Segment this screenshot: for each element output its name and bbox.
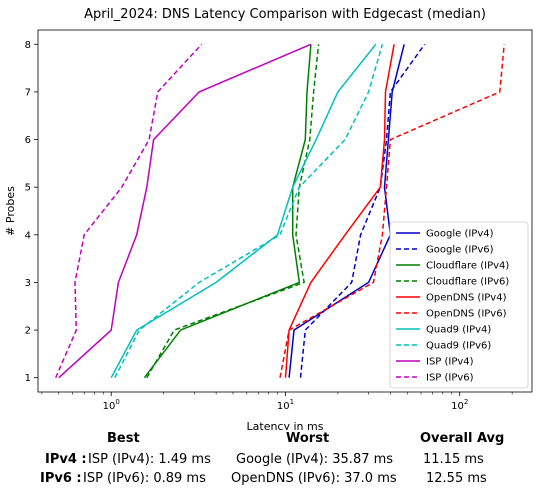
x-tick-label: 102 [451, 398, 468, 412]
x-tick-label: 100 [103, 398, 120, 412]
legend-label: Google (IPv4) [426, 229, 494, 240]
ipv4-row-label: IPv4 : [45, 452, 87, 467]
series-line-quad9-ipv4 [110, 43, 377, 379]
chart-title: April_2024: DNS Latency Comparison with … [84, 7, 486, 22]
ipv6-avg: 12.55 ms [426, 471, 487, 486]
series-line-cloudflare-ipv6 [146, 44, 320, 379]
series-line-quad9-ipv6 [114, 44, 384, 379]
legend-label: OpenDNS (IPv4) [426, 293, 507, 304]
worst-header: Worst [286, 431, 330, 446]
legend-label: OpenDNS (IPv6) [426, 309, 507, 320]
y-tick-label: 8 [25, 40, 31, 51]
series-line-isp-ipv6 [55, 43, 203, 378]
series-line-opendns-ipv6 [279, 44, 505, 378]
y-tick-label: 5 [25, 183, 31, 194]
x-tick-label: 101 [277, 398, 294, 412]
series-line-google-ipv4 [288, 44, 405, 378]
ipv4-worst: Google (IPv4): 35.87 ms [236, 452, 394, 467]
legend-label: Quad9 (IPv6) [426, 341, 491, 352]
legend: Google (IPv4) Google (IPv6) Cloudflare (IP… [389, 221, 529, 389]
y-tick-label: 3 [25, 278, 31, 289]
ipv4-avg: 11.15 ms [423, 452, 484, 467]
plot-frame [37, 29, 533, 393]
series-line-cloudflare-ipv4 [143, 44, 312, 379]
legend-box [389, 221, 529, 389]
legend-label: ISP (IPv4) [426, 357, 474, 368]
legend-label: ISP (IPv6) [426, 373, 474, 384]
series-line-opendns-ipv4 [284, 44, 395, 378]
legend-label: Cloudflare (IPv6) [426, 277, 509, 288]
ipv4-best: ISP (IPv4): 1.49 ms [88, 452, 211, 467]
y-tick-label: 2 [25, 326, 31, 337]
legend-label: Cloudflare (IPv4) [426, 261, 509, 272]
series-line-google-ipv6 [299, 43, 426, 378]
ipv6-row-label: IPv6 : [40, 471, 82, 486]
y-tick-label: 7 [25, 87, 31, 98]
x-axis-label: Latency in ms [247, 420, 324, 430]
legend-label: Google (IPv6) [426, 245, 494, 256]
ipv6-best: ISP (IPv6): 0.89 ms [83, 471, 206, 486]
ipv6-worst: OpenDNS (IPv6): 37.0 ms [231, 471, 397, 486]
series-layer [55, 43, 505, 379]
y-axis-label: # Probes [4, 186, 17, 236]
legend-label: Quad9 (IPv4) [426, 325, 491, 336]
series-line-isp-ipv4 [58, 43, 312, 379]
y-tick-label: 4 [25, 230, 31, 241]
best-header: Best [107, 431, 140, 446]
y-tick-label: 1 [25, 373, 31, 384]
y-tick-label: 6 [25, 135, 31, 146]
latency-chart: April_2024: DNS Latency Comparison with … [4, 7, 533, 430]
axis-ticks: 100 101 102 1 2 3 4 5 6 7 8 [25, 40, 513, 412]
avg-header: Overall Avg [420, 431, 505, 446]
